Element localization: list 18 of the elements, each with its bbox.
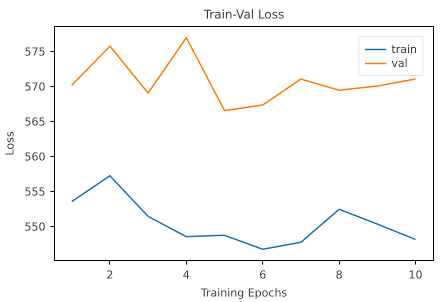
x-tick-label: 6 (259, 268, 266, 282)
x-tick-label: 4 (182, 268, 190, 282)
chart-title: Train-Val Loss (202, 8, 284, 22)
legend-label: val (391, 56, 409, 70)
y-tick-label: 570 (24, 80, 46, 94)
x-tick-label: 2 (106, 268, 114, 282)
y-tick-label: 565 (24, 116, 46, 129)
y-tick-label: 550 (24, 220, 46, 234)
legend-label: train (391, 42, 417, 56)
line-series (70, 36, 416, 112)
x-tick-label: 10 (408, 268, 423, 282)
x-axis-title: Training Epochs (200, 286, 288, 300)
y-axis-title: Loss (4, 131, 17, 156)
y-tick-label: 555 (24, 186, 46, 199)
y-tick-label: 575 (24, 46, 46, 59)
y-tick-label: 560 (24, 150, 46, 164)
x-tick-label: 8 (336, 268, 343, 282)
line-series (70, 174, 416, 250)
